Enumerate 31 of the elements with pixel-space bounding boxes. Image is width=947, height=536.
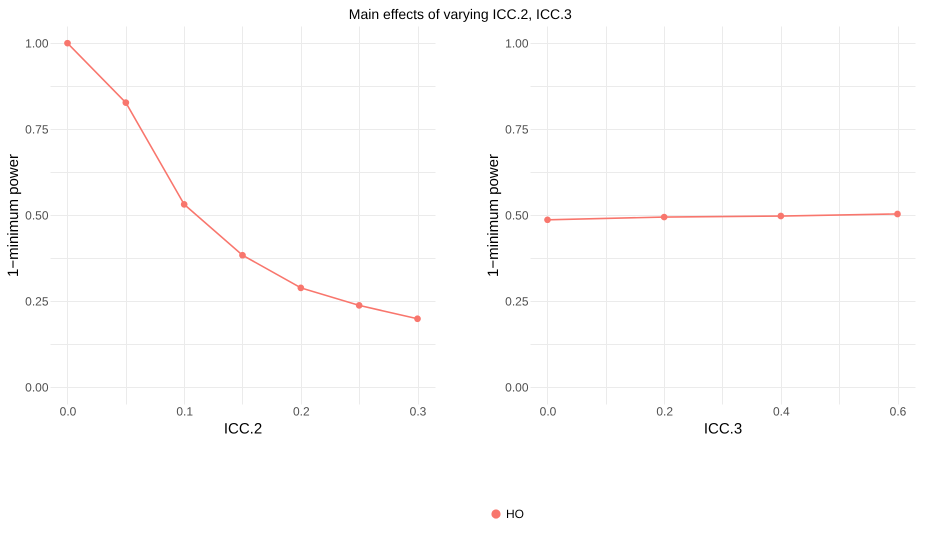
legend-label: HO: [506, 507, 524, 521]
y-tick-label: 0.50: [25, 208, 49, 222]
point: [356, 302, 363, 309]
point: [239, 252, 246, 259]
y-tick-label: 0.00: [25, 380, 49, 394]
x-tick-label: 0.2: [656, 404, 674, 418]
y-tick-label: 0.75: [505, 122, 529, 137]
x-axis-title: ICC.2: [224, 420, 262, 438]
y-axis-title: 1−minimum power: [5, 154, 22, 277]
x-tick-label: 0.2: [292, 404, 310, 418]
point: [122, 99, 130, 106]
point: [414, 315, 421, 322]
y-tick-label: 0.00: [505, 380, 529, 394]
x-axis-title: ICC.3: [704, 420, 742, 438]
point: [64, 40, 71, 47]
x-tick-label: 0.1: [176, 404, 194, 418]
x-tick-label: 0.3: [410, 404, 427, 418]
y-tick-label: 1.00: [505, 36, 529, 51]
x-tick-label: 0.0: [60, 404, 77, 418]
y-axis-title: 1−minimum power: [485, 154, 502, 277]
point: [180, 201, 188, 208]
y-tick-label: 0.25: [505, 294, 529, 308]
x-tick-label: 0.0: [540, 404, 557, 418]
x-tick-label: 0.4: [772, 404, 790, 418]
y-tick-label: 0.75: [25, 122, 49, 137]
y-tick-label: 0.50: [505, 208, 529, 222]
x-tick-label: 0.6: [890, 404, 907, 418]
chart-title: Main effects of varying ICC.2, ICC.3: [348, 6, 572, 22]
y-tick-label: 1.00: [25, 36, 49, 51]
y-tick-label: 0.25: [25, 294, 49, 308]
point: [297, 284, 304, 292]
